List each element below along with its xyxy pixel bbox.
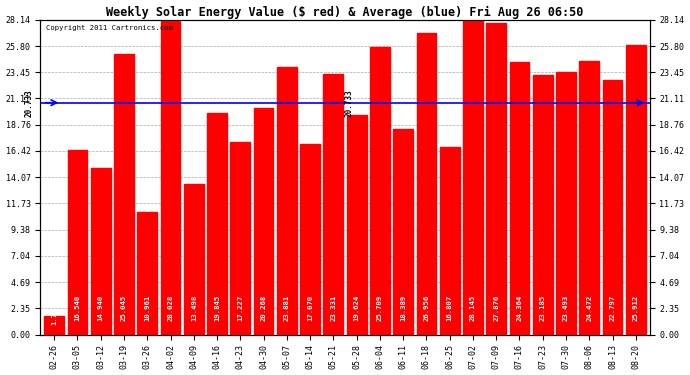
- Text: 26.956: 26.956: [424, 295, 429, 321]
- Bar: [370, 47, 390, 335]
- Bar: [602, 80, 622, 335]
- Text: 17.070: 17.070: [307, 295, 313, 321]
- Bar: [91, 168, 110, 335]
- Text: 24.364: 24.364: [516, 295, 522, 321]
- Text: 28.145: 28.145: [470, 295, 476, 321]
- Text: 24.472: 24.472: [586, 295, 592, 321]
- Text: 20.733: 20.733: [345, 89, 354, 117]
- Text: 16.540: 16.540: [75, 295, 81, 321]
- Text: 10.961: 10.961: [144, 295, 150, 321]
- Text: 25.709: 25.709: [377, 295, 383, 321]
- Text: 23.493: 23.493: [563, 295, 569, 321]
- Bar: [510, 62, 529, 335]
- Bar: [463, 20, 483, 335]
- Text: 1.707: 1.707: [51, 303, 57, 325]
- Text: 25.045: 25.045: [121, 295, 127, 321]
- Text: 14.940: 14.940: [98, 295, 104, 321]
- Text: 13.498: 13.498: [191, 295, 197, 321]
- Text: 23.185: 23.185: [540, 295, 546, 321]
- Bar: [533, 75, 553, 335]
- Text: 19.624: 19.624: [354, 295, 359, 321]
- Text: 20.268: 20.268: [261, 295, 266, 321]
- Bar: [68, 150, 88, 335]
- Text: 17.227: 17.227: [237, 295, 244, 321]
- Bar: [440, 147, 460, 335]
- Bar: [417, 33, 436, 335]
- Bar: [114, 54, 134, 335]
- Bar: [300, 144, 320, 335]
- Text: Copyright 2011 Cartronics.com: Copyright 2011 Cartronics.com: [46, 24, 173, 30]
- Bar: [393, 129, 413, 335]
- Text: 23.331: 23.331: [331, 295, 336, 321]
- Text: 16.807: 16.807: [446, 295, 453, 321]
- Bar: [277, 68, 297, 335]
- Bar: [184, 184, 204, 335]
- Text: 27.876: 27.876: [493, 295, 499, 321]
- Bar: [556, 72, 576, 335]
- Bar: [626, 45, 646, 335]
- Bar: [254, 108, 273, 335]
- Bar: [486, 23, 506, 335]
- Text: 28.028: 28.028: [168, 295, 174, 321]
- Title: Weekly Solar Energy Value ($ red) & Average (blue) Fri Aug 26 06:50: Weekly Solar Energy Value ($ red) & Aver…: [106, 6, 584, 19]
- Bar: [161, 21, 180, 335]
- Text: 19.845: 19.845: [214, 295, 220, 321]
- Bar: [44, 316, 64, 335]
- Text: 20.733: 20.733: [24, 89, 33, 117]
- Text: 18.389: 18.389: [400, 295, 406, 321]
- Bar: [207, 112, 227, 335]
- Bar: [580, 61, 599, 335]
- Text: 22.797: 22.797: [609, 295, 615, 321]
- Text: 23.881: 23.881: [284, 295, 290, 321]
- Bar: [324, 74, 343, 335]
- Bar: [137, 212, 157, 335]
- Bar: [347, 115, 366, 335]
- Bar: [230, 142, 250, 335]
- Text: 25.912: 25.912: [633, 295, 639, 321]
